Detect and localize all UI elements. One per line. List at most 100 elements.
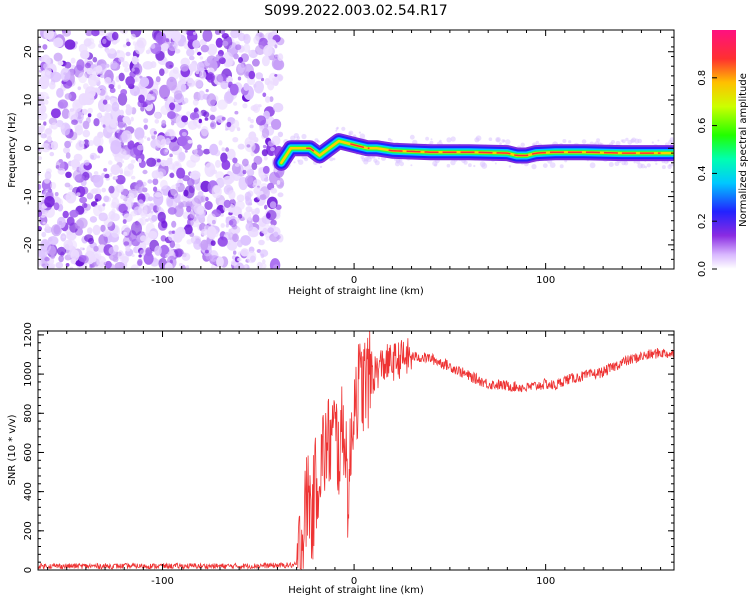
noise-blob [200,126,209,137]
noise-blob [93,118,100,127]
noise-blob [203,148,211,155]
noise-blob [81,108,88,115]
noise-blob [160,43,170,52]
noise-blob [134,127,145,140]
noise-blob [204,249,209,254]
snr-ytick-label: 600 [23,443,34,462]
noise-blob [90,154,95,160]
noise-blob [261,55,270,67]
noise-blob [173,90,183,100]
noise-blob [93,174,104,188]
noise-blob [247,49,252,55]
noise-blob [102,203,106,207]
noise-blob [277,131,284,138]
noise-blob [160,235,167,242]
noise-blob [87,65,91,69]
noise-blob [200,229,208,236]
noise-blob [199,56,204,60]
noise-blob [114,175,118,180]
noise-blob [118,203,128,214]
noise-blob [272,30,279,34]
noise-blob [122,61,129,68]
noise-blob [169,153,173,158]
noise-blob [221,116,226,121]
noise-blob [166,76,177,91]
noise-blob [204,117,209,121]
noise-blob [104,260,112,269]
noise-blob [209,114,216,121]
trace-halo [335,129,338,132]
trace-halo [463,160,468,165]
noise-blob [165,137,171,146]
noise-blob [165,253,170,259]
noise-blob [187,197,192,202]
noise-blob [105,95,110,101]
noise-blob [277,192,284,198]
noise-blob [154,119,160,124]
colorbar-tick-label: 0.0 [697,261,708,277]
noise-blob [189,211,196,219]
snr-plot-area [38,331,674,570]
noise-blob [215,171,225,180]
trace-halo [395,158,401,164]
noise-blob [233,119,240,129]
trace-halo [450,136,456,142]
noise-blob [93,245,99,252]
noise-blob [198,118,202,124]
trace-halo [430,138,433,141]
noise-blob [138,254,142,258]
noise-blob [104,111,110,119]
noise-blob [164,131,170,137]
noise-blob [104,173,110,179]
noise-blob [252,58,260,67]
noise-blob [131,221,142,236]
noise-blob [223,91,234,104]
noise-blob [237,257,242,262]
noise-blob [132,183,137,187]
noise-blob [218,140,223,146]
noise-blob [68,109,79,121]
noise-blob [258,239,265,246]
trace-halo [387,137,391,142]
noise-blob [78,72,88,84]
noise-blob [246,250,257,264]
noise-blob [188,63,197,72]
trace-halo [432,160,438,167]
noise-blob [50,141,59,151]
trace-halo [499,142,502,146]
noise-blob [157,171,164,179]
noise-blob [102,124,106,128]
noise-blob [233,53,239,60]
noise-blob [164,149,169,153]
noise-blob [100,119,108,127]
noise-blob [120,160,125,164]
noise-blob [199,70,207,80]
noise-blob [83,159,90,166]
noise-blob [258,167,264,174]
noise-blob [87,227,93,235]
noise-blob [62,210,69,219]
noise-blob [204,201,213,210]
noise-blob [108,84,115,89]
noise-blob [149,203,155,210]
noise-blob [217,236,228,247]
snr-ytick-label: 0 [23,567,34,573]
colorbar-tick-label: 0.4 [697,165,708,181]
noise-blob [87,107,93,114]
noise-blob [142,169,148,175]
noise-blob [242,158,249,167]
noise-blob [237,63,245,74]
noise-blob [70,159,81,169]
snr-ylabel: SNR (10 * v/v) [7,414,18,485]
noise-blob [174,228,181,237]
trace-halo [488,137,493,141]
noise-blob [119,30,124,33]
trace-halo [531,164,537,170]
noise-blob [145,49,151,55]
noise-blob [110,164,121,176]
spectrogram-ytick-label: 20 [23,45,34,58]
trace-halo [657,139,660,142]
noise-blob [205,89,209,93]
